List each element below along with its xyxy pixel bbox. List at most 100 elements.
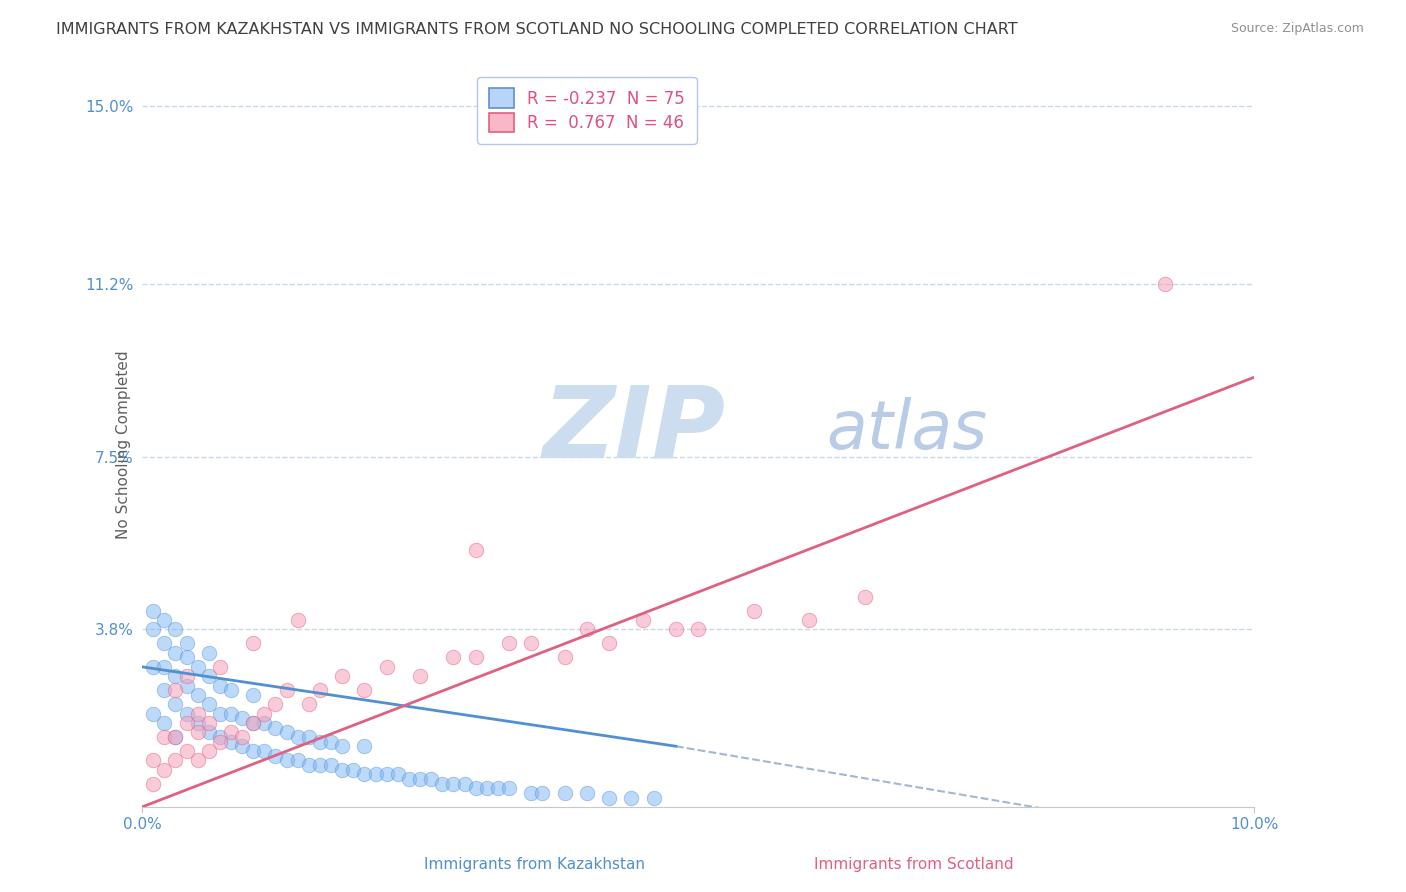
Point bbox=[353, 739, 375, 754]
Point bbox=[398, 772, 420, 786]
Point bbox=[253, 706, 276, 721]
Point bbox=[409, 772, 432, 786]
Point bbox=[475, 781, 498, 796]
Point bbox=[153, 636, 176, 650]
Point bbox=[197, 697, 219, 711]
Point bbox=[464, 781, 486, 796]
Point bbox=[319, 734, 342, 748]
Point bbox=[142, 623, 165, 637]
Point bbox=[242, 715, 264, 730]
Point bbox=[264, 721, 287, 735]
Point bbox=[420, 772, 443, 786]
Point bbox=[231, 730, 253, 744]
Point bbox=[153, 715, 176, 730]
Point bbox=[375, 660, 398, 674]
Point bbox=[208, 734, 231, 748]
Point bbox=[165, 730, 187, 744]
Point bbox=[330, 739, 353, 754]
Point bbox=[165, 646, 187, 660]
Point bbox=[554, 786, 576, 800]
Point bbox=[142, 604, 165, 618]
Point bbox=[187, 725, 209, 739]
Point bbox=[799, 613, 821, 627]
Text: Source: ZipAtlas.com: Source: ZipAtlas.com bbox=[1230, 22, 1364, 36]
Point bbox=[287, 613, 309, 627]
Point bbox=[219, 725, 242, 739]
Point bbox=[165, 697, 187, 711]
Point bbox=[520, 786, 543, 800]
Point bbox=[742, 604, 765, 618]
Point bbox=[264, 697, 287, 711]
Point bbox=[242, 744, 264, 758]
Point bbox=[620, 790, 643, 805]
Text: IMMIGRANTS FROM KAZAKHSTAN VS IMMIGRANTS FROM SCOTLAND NO SCHOOLING COMPLETED CO: IMMIGRANTS FROM KAZAKHSTAN VS IMMIGRANTS… bbox=[56, 22, 1018, 37]
Point bbox=[142, 660, 165, 674]
Point bbox=[330, 669, 353, 683]
Point bbox=[197, 715, 219, 730]
Point bbox=[443, 650, 465, 665]
Point bbox=[498, 636, 520, 650]
Point bbox=[165, 753, 187, 767]
Point bbox=[165, 730, 187, 744]
Point bbox=[208, 679, 231, 693]
Point bbox=[598, 636, 620, 650]
Point bbox=[219, 706, 242, 721]
Point bbox=[464, 543, 486, 558]
Point bbox=[142, 753, 165, 767]
Point bbox=[176, 669, 198, 683]
Point bbox=[187, 688, 209, 702]
Point bbox=[353, 683, 375, 698]
Point bbox=[353, 767, 375, 781]
Point bbox=[165, 683, 187, 698]
Point bbox=[165, 669, 187, 683]
Point bbox=[554, 650, 576, 665]
Point bbox=[665, 623, 688, 637]
Point bbox=[197, 669, 219, 683]
Point bbox=[153, 763, 176, 777]
Point bbox=[298, 697, 321, 711]
Point bbox=[176, 706, 198, 721]
Point bbox=[643, 790, 665, 805]
Point bbox=[176, 679, 198, 693]
Point bbox=[187, 660, 209, 674]
Point bbox=[187, 715, 209, 730]
Point bbox=[165, 623, 187, 637]
Point bbox=[409, 669, 432, 683]
Point bbox=[219, 734, 242, 748]
Point bbox=[176, 715, 198, 730]
Point bbox=[598, 790, 620, 805]
Point bbox=[242, 688, 264, 702]
Point bbox=[520, 636, 543, 650]
Text: Immigrants from Kazakhstan: Immigrants from Kazakhstan bbox=[423, 857, 645, 872]
Point bbox=[153, 613, 176, 627]
Point bbox=[197, 646, 219, 660]
Point bbox=[387, 767, 409, 781]
Point bbox=[443, 777, 465, 791]
Legend: R = -0.237  N = 75, R =  0.767  N = 46: R = -0.237 N = 75, R = 0.767 N = 46 bbox=[477, 77, 696, 144]
Point bbox=[153, 683, 176, 698]
Point bbox=[231, 739, 253, 754]
Point bbox=[208, 660, 231, 674]
Point bbox=[231, 711, 253, 725]
Point bbox=[319, 758, 342, 772]
Point bbox=[287, 730, 309, 744]
Text: atlas: atlas bbox=[827, 398, 987, 464]
Point bbox=[342, 763, 364, 777]
Point bbox=[176, 650, 198, 665]
Point bbox=[1154, 277, 1177, 291]
Point bbox=[375, 767, 398, 781]
Point bbox=[276, 683, 298, 698]
Point bbox=[631, 613, 654, 627]
Point bbox=[153, 660, 176, 674]
Point bbox=[197, 725, 219, 739]
Point bbox=[298, 758, 321, 772]
Point bbox=[176, 636, 198, 650]
Point bbox=[208, 730, 231, 744]
Point bbox=[187, 706, 209, 721]
Point bbox=[309, 758, 332, 772]
Point bbox=[453, 777, 475, 791]
Point bbox=[142, 706, 165, 721]
Y-axis label: No Schooling Completed: No Schooling Completed bbox=[115, 351, 131, 540]
Point bbox=[253, 744, 276, 758]
Point bbox=[309, 734, 332, 748]
